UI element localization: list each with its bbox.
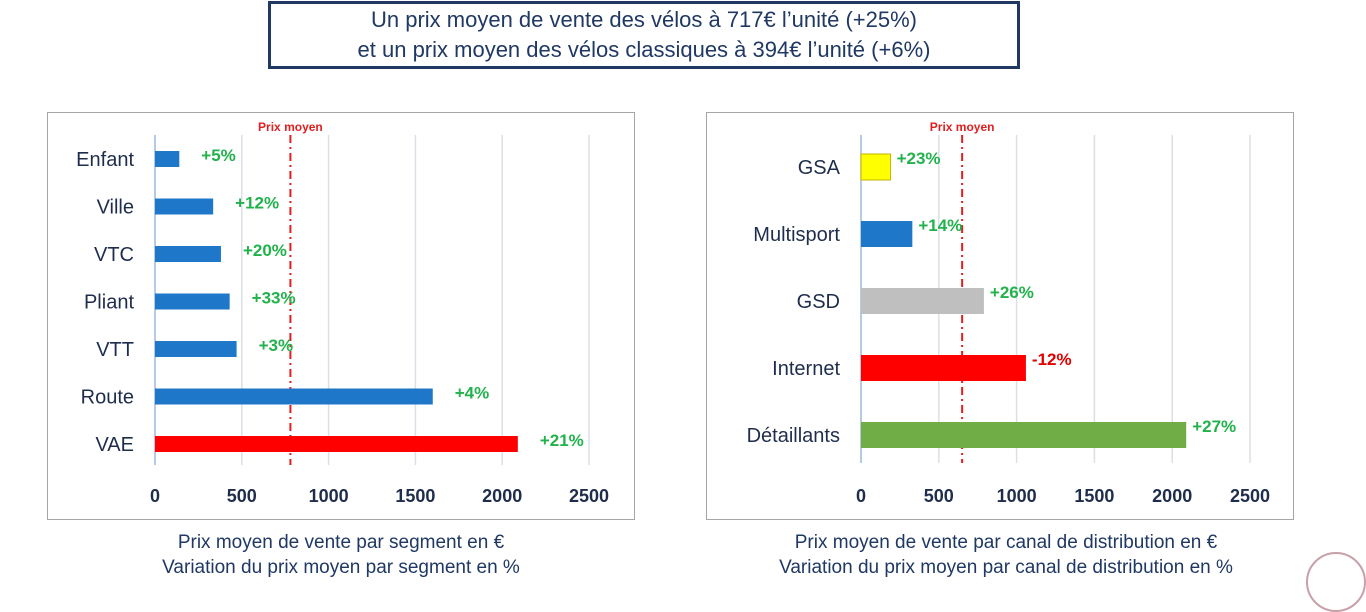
chart-panel-canal: 0 500 1000 1500 2000 2500 Prix moyen GSA +23% Mul… <box>706 112 1294 520</box>
data-label: +20% <box>243 241 287 260</box>
bar <box>861 355 1026 381</box>
data-label: +14% <box>918 216 962 235</box>
data-label: +4% <box>455 384 490 403</box>
x-tick-label: 500 <box>924 486 954 506</box>
bar <box>155 388 433 405</box>
data-label: +26% <box>990 283 1034 302</box>
caption-segment: Prix moyen de vente par segment en € Var… <box>47 530 635 580</box>
bar <box>155 436 518 452</box>
category-label: GSD <box>797 291 840 313</box>
bar <box>155 341 237 357</box>
reference-line-label: Prix moyen <box>930 120 995 134</box>
caption-segment-line-1: Prix moyen de vente par segment en € <box>177 532 505 553</box>
data-label: +21% <box>540 431 584 450</box>
category-label: GSA <box>798 157 841 179</box>
category-label: Internet <box>772 358 840 380</box>
data-label: +12% <box>235 194 279 213</box>
chart-canal: 0 500 1000 1500 2000 2500 Prix moyen GSA +23% Mul… <box>747 120 1270 506</box>
x-tick-label: 1500 <box>1074 486 1114 506</box>
x-tick-label: 500 <box>227 486 257 506</box>
bar <box>861 422 1187 448</box>
headline-line-1: Un prix moyen de vente des vélos à 717€ … <box>370 7 918 32</box>
category-label: Ville <box>97 197 134 219</box>
chart-panel-segment: 0 500 1000 1500 2000 2500 Prix moyen Enfant +5% V… <box>47 112 635 520</box>
category-label: Route <box>81 387 134 409</box>
category-label: Enfant <box>76 149 134 171</box>
chart-segment: 0 500 1000 1500 2000 2500 Prix moyen Enfant +5% V… <box>76 120 609 506</box>
category-label: VTT <box>96 339 134 361</box>
data-label: +33% <box>252 289 296 308</box>
x-tick-label: 2000 <box>482 486 522 506</box>
x-tick-label: 1000 <box>997 486 1037 506</box>
logo-seal-icon <box>1306 552 1366 612</box>
reference-line-label: Prix moyen <box>258 120 323 134</box>
bar <box>861 288 984 314</box>
category-label: VTC <box>94 244 134 266</box>
caption-segment-line-2: Variation du prix moyen par segment en % <box>162 557 520 578</box>
data-label: +3% <box>259 336 294 355</box>
bar <box>155 151 180 167</box>
bar <box>861 221 913 247</box>
x-tick-label: 1000 <box>309 486 349 506</box>
category-label: Pliant <box>84 292 134 314</box>
bar <box>155 293 230 310</box>
bar <box>860 153 892 181</box>
x-tick-label: 2500 <box>1230 486 1270 506</box>
caption-canal-line-2: Variation du prix moyen par canal de dis… <box>779 557 1233 578</box>
headline-line-2: et un prix moyen des vélos classiques à … <box>357 37 931 62</box>
bar <box>155 246 221 262</box>
category-label: Détaillants <box>747 425 840 447</box>
data-label: +27% <box>1192 417 1236 436</box>
caption-canal-line-1: Prix moyen de vente par canal de distrib… <box>794 532 1218 553</box>
data-label: -12% <box>1032 350 1072 369</box>
x-tick-label: 0 <box>150 486 160 506</box>
x-tick-label: 0 <box>856 486 866 506</box>
category-label: VAE <box>95 434 134 456</box>
data-label: +5% <box>201 146 236 165</box>
x-tick-label: 2500 <box>569 486 609 506</box>
headline-box: Un prix moyen de vente des vélos à 717€ … <box>268 1 1020 69</box>
x-tick-label: 1500 <box>395 486 435 506</box>
data-label: +23% <box>897 149 941 168</box>
caption-canal: Prix moyen de vente par canal de distrib… <box>706 530 1306 580</box>
category-label: Multisport <box>753 224 840 246</box>
bar <box>155 198 214 215</box>
x-tick-label: 2000 <box>1152 486 1192 506</box>
